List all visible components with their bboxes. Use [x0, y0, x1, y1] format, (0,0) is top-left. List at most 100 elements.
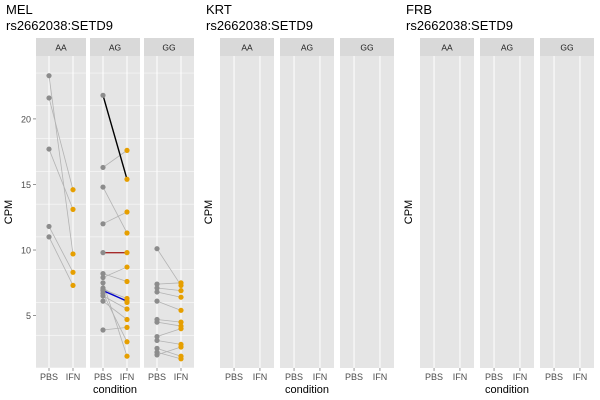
x-tick-label: IFN — [66, 372, 81, 382]
x-tick-label: PBS — [225, 372, 243, 382]
point-ifn — [70, 282, 76, 289]
point-pbs — [46, 223, 52, 230]
y-axis-label: CPM — [403, 200, 415, 224]
y-tick-label: 10 — [21, 246, 31, 256]
facet-strip-label: AA — [241, 43, 253, 53]
pair-line — [102, 150, 128, 168]
point-pbs — [46, 95, 52, 101]
point-pbs — [100, 271, 106, 277]
point-pbs — [154, 285, 160, 291]
x-tick-label: IFN — [453, 372, 468, 382]
facet-panel — [540, 56, 594, 368]
point-pbs — [100, 290, 106, 296]
x-tick-label: IFN — [513, 372, 528, 382]
point-pbs — [100, 184, 106, 190]
point-pbs — [154, 298, 160, 304]
point-ifn — [70, 206, 76, 212]
x-tick-label: IFN — [373, 372, 388, 382]
y-axis-label: CPM — [203, 200, 215, 224]
x-axis-label: condition — [93, 384, 137, 396]
facet-strip-label: GG — [560, 43, 573, 53]
point-pbs — [154, 281, 160, 287]
plot-title: MEL — [6, 2, 33, 17]
point-pbs — [100, 327, 106, 333]
point-pbs — [46, 73, 52, 79]
point-ifn — [70, 251, 76, 257]
pair-line — [156, 248, 182, 286]
point-ifn — [70, 187, 76, 193]
point-pbs — [100, 92, 106, 98]
pair-line-highlight-black — [102, 95, 128, 180]
y-tick-label: 15 — [21, 180, 31, 190]
plot-title: KRT — [206, 2, 232, 17]
point-ifn — [124, 316, 130, 323]
pair-line — [48, 226, 74, 273]
x-tick-label: PBS — [40, 372, 58, 382]
point-ifn — [124, 353, 130, 359]
pair-line — [156, 291, 182, 298]
point-ifn — [124, 209, 130, 215]
pair-line — [102, 186, 128, 234]
point-ifn — [124, 298, 130, 304]
point-ifn — [124, 147, 130, 153]
point-ifn — [70, 269, 76, 275]
facet-strip — [90, 38, 140, 56]
x-tick-label: PBS — [545, 372, 563, 382]
x-tick-label: PBS — [94, 372, 112, 382]
pair-line — [156, 347, 182, 357]
point-ifn — [178, 288, 184, 294]
pair-line — [102, 273, 128, 282]
facet-strip — [280, 38, 334, 56]
pair-line — [48, 75, 74, 255]
point-pbs — [100, 274, 106, 281]
point-ifn — [124, 339, 130, 345]
facet-panel — [220, 56, 274, 368]
facet-panel — [144, 56, 194, 368]
facet-panel — [90, 56, 140, 368]
point-pbs — [154, 333, 160, 340]
facet-strip-label: GG — [162, 43, 175, 53]
facet-panel — [480, 56, 534, 368]
pair-line — [156, 346, 182, 356]
pair-line — [102, 295, 128, 310]
pair-line — [102, 211, 128, 225]
point-ifn — [178, 294, 184, 300]
pair-line — [156, 287, 182, 292]
point-pbs — [100, 298, 106, 304]
point-pbs — [154, 352, 160, 358]
facet-strip — [144, 38, 194, 56]
facet-strip — [220, 38, 274, 56]
x-tick-label: PBS — [485, 372, 503, 382]
plot-subtitle: rs2662038:SETD9 — [206, 18, 313, 33]
facet-strip-label: GG — [360, 43, 373, 53]
pair-line — [156, 328, 182, 337]
pair-line — [102, 293, 128, 342]
plot-title: FRB — [406, 2, 432, 17]
facet-strip — [480, 38, 534, 56]
pair-line — [102, 282, 128, 357]
point-ifn — [178, 319, 184, 325]
facet-strip-label: AA — [441, 43, 453, 53]
point-ifn — [178, 326, 184, 332]
facet-strip — [36, 38, 86, 56]
facet-strip — [540, 38, 594, 56]
point-ifn — [124, 264, 130, 270]
point-ifn — [124, 230, 130, 236]
point-pbs — [100, 164, 106, 171]
point-pbs — [154, 246, 160, 252]
point-pbs — [100, 221, 106, 227]
x-tick-label: PBS — [345, 372, 363, 382]
point-pbs — [154, 337, 160, 344]
pair-line — [102, 326, 128, 331]
x-tick-label: IFN — [253, 372, 268, 382]
pair-line — [156, 321, 182, 327]
plot-subtitle: rs2662038:SETD9 — [406, 18, 513, 33]
pair-line — [102, 300, 128, 320]
y-tick-label: 5 — [26, 311, 31, 321]
pair-line — [156, 282, 182, 285]
point-pbs — [154, 289, 160, 295]
point-pbs — [46, 234, 52, 240]
x-tick-label: PBS — [148, 372, 166, 382]
facet-strip — [340, 38, 394, 56]
